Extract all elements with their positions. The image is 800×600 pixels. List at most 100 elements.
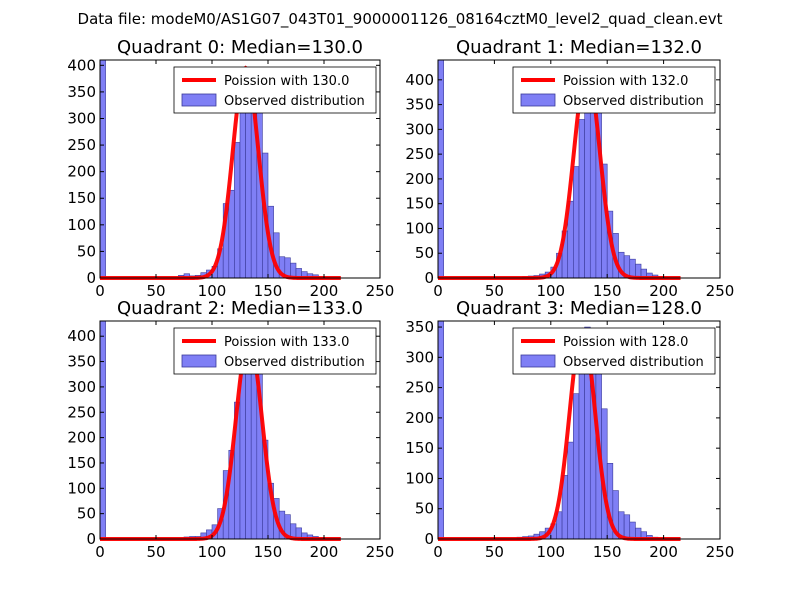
y-tick-label: 50 bbox=[415, 244, 434, 262]
x-tick-label: 0 bbox=[433, 543, 443, 561]
y-tick-label: 50 bbox=[77, 242, 96, 260]
panel-quadrant-3: Quadrant 3: Median=128.0 0 50 100 150 200 250… bbox=[405, 298, 734, 561]
legend: Poission with 128.0 Observed distributio… bbox=[512, 327, 716, 375]
y-tick-label: 100 bbox=[67, 479, 96, 497]
axis-ticks: 0 50 100 150 200 250 0 50 100 150 200 250 300 350 bbox=[405, 318, 734, 561]
y-tick-label: 100 bbox=[405, 219, 434, 237]
x-tick-label: 150 bbox=[593, 543, 622, 561]
x-tick-label: 250 bbox=[366, 543, 395, 561]
y-tick-label: 350 bbox=[67, 353, 96, 371]
x-tick-label: 100 bbox=[198, 282, 227, 300]
y-tick-label: 150 bbox=[67, 189, 96, 207]
y-tick-label: 350 bbox=[405, 96, 434, 114]
x-tick-label: 100 bbox=[536, 282, 565, 300]
panel-title: Quadrant 2: Median=133.0 bbox=[117, 298, 363, 319]
x-tick-label: 150 bbox=[593, 282, 622, 300]
y-tick-label: 200 bbox=[405, 170, 434, 188]
x-tick-label: 250 bbox=[706, 543, 735, 561]
y-tick-label: 400 bbox=[405, 71, 434, 89]
axis-ticks: 0 50 100 150 200 250 0 50 100 150 200 250 300 350 400 bbox=[405, 60, 734, 300]
y-tick-label: 350 bbox=[405, 318, 434, 336]
y-tick-label: 100 bbox=[67, 216, 96, 234]
y-tick-label: 250 bbox=[405, 145, 434, 163]
y-tick-label: 400 bbox=[67, 327, 96, 345]
x-tick-label: 150 bbox=[254, 282, 283, 300]
histogram-bar bbox=[629, 521, 636, 540]
axes-frame bbox=[99, 320, 381, 540]
x-tick-label: 200 bbox=[310, 282, 339, 300]
axis-ticks: 0 50 100 150 200 250 0 50 100 150 200 250 300 350 400 bbox=[67, 321, 394, 561]
x-tick-label: 250 bbox=[366, 282, 395, 300]
panel-title: Quadrant 1: Median=132.0 bbox=[456, 37, 702, 58]
y-tick-label: 250 bbox=[67, 136, 96, 154]
legend-poisson-label: Poission with 130.0 bbox=[224, 74, 349, 89]
histogram-bar bbox=[250, 356, 258, 540]
x-tick-label: 0 bbox=[95, 543, 105, 561]
axes-frame bbox=[437, 59, 721, 279]
x-tick-label: 50 bbox=[146, 543, 165, 561]
y-tick-label: 250 bbox=[405, 379, 434, 397]
legend: Poission with 132.0 Observed distributio… bbox=[512, 66, 716, 114]
panel-quadrant-1: Quadrant 1: Median=132.0 0 50 100 150 200 250… bbox=[405, 37, 734, 300]
histogram-bar bbox=[99, 320, 106, 540]
histogram-bar bbox=[437, 59, 444, 279]
histogram-bar bbox=[234, 142, 241, 279]
y-tick-label: 150 bbox=[405, 439, 434, 457]
histogram-bar bbox=[437, 320, 444, 540]
x-tick-label: 150 bbox=[254, 543, 283, 561]
y-tick-label: 200 bbox=[67, 429, 96, 447]
y-tick-label: 150 bbox=[67, 454, 96, 472]
histogram-bar bbox=[623, 514, 631, 540]
y-tick-label: 300 bbox=[67, 378, 96, 396]
legend-observed-label: Observed distribution bbox=[224, 355, 365, 370]
legend-poisson-label: Poission with 132.0 bbox=[563, 74, 688, 89]
x-tick-label: 50 bbox=[485, 282, 504, 300]
panel-quadrant-0: Quadrant 0: Median=130.0 0 50 100 150 200 250… bbox=[67, 37, 394, 300]
panel-quadrant-2: Quadrant 2: Median=133.0 0 50 100 150 200 250… bbox=[67, 298, 394, 561]
axes-frame bbox=[437, 320, 721, 540]
histogram-bar bbox=[99, 59, 106, 279]
axes-frame bbox=[99, 59, 381, 279]
y-tick-label: 350 bbox=[67, 83, 96, 101]
y-tick-label: 0 bbox=[86, 530, 96, 548]
x-tick-label: 250 bbox=[706, 282, 735, 300]
histogram-bar bbox=[239, 104, 246, 279]
y-tick-label: 0 bbox=[424, 269, 434, 287]
y-tick-label: 300 bbox=[405, 348, 434, 366]
panel-title: Quadrant 3: Median=128.0 bbox=[456, 298, 702, 319]
x-tick-label: 0 bbox=[433, 282, 443, 300]
histogram-bar bbox=[567, 441, 574, 540]
legend-poisson-label: Poission with 133.0 bbox=[224, 335, 349, 350]
y-tick-label: 0 bbox=[86, 269, 96, 287]
y-tick-label: 200 bbox=[67, 163, 96, 181]
figure-suptitle: Data file: modeM0/AS1G07_043T01_90000011… bbox=[78, 10, 723, 29]
panel-title: Quadrant 0: Median=130.0 bbox=[117, 37, 363, 58]
histogram-bar bbox=[573, 166, 580, 279]
x-tick-label: 100 bbox=[536, 543, 565, 561]
histogram-bar bbox=[228, 189, 235, 279]
x-tick-label: 100 bbox=[198, 543, 227, 561]
x-tick-label: 200 bbox=[649, 282, 678, 300]
histogram-bar bbox=[573, 393, 580, 540]
legend-observed-swatch bbox=[520, 93, 556, 107]
y-tick-label: 50 bbox=[415, 500, 434, 518]
y-tick-label: 300 bbox=[67, 109, 96, 127]
legend-observed-swatch bbox=[520, 354, 556, 368]
legend-observed-label: Observed distribution bbox=[563, 355, 704, 370]
legend-poisson-label: Poission with 128.0 bbox=[563, 335, 688, 350]
y-tick-label: 50 bbox=[77, 505, 96, 523]
x-tick-label: 50 bbox=[146, 282, 165, 300]
legend-observed-swatch bbox=[181, 93, 217, 107]
x-tick-label: 200 bbox=[649, 543, 678, 561]
x-tick-label: 200 bbox=[310, 543, 339, 561]
y-tick-label: 400 bbox=[67, 56, 96, 74]
y-tick-label: 250 bbox=[67, 403, 96, 421]
histogram-bar bbox=[578, 354, 585, 540]
legend: Poission with 133.0 Observed distributio… bbox=[173, 327, 377, 375]
legend-observed-label: Observed distribution bbox=[563, 94, 704, 109]
x-tick-label: 0 bbox=[95, 282, 105, 300]
axis-ticks: 0 50 100 150 200 250 0 50 100 150 200 250 300 350 400 bbox=[67, 56, 394, 300]
histogram-bar bbox=[578, 119, 585, 279]
y-tick-label: 150 bbox=[405, 195, 434, 213]
